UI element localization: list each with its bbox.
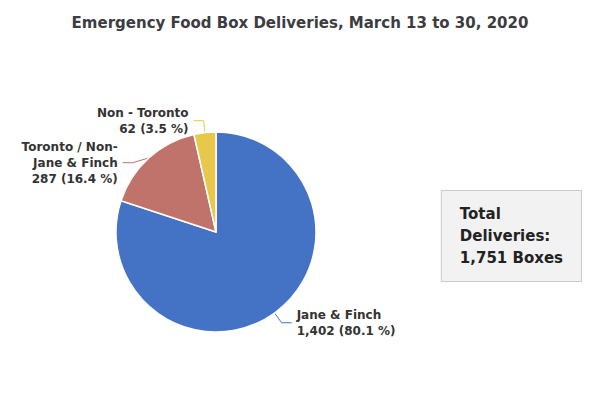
svg-text:287 (16.4 %): 287 (16.4 %) (32, 172, 118, 186)
svg-text:Emergency Food Box Deliveries,: Emergency Food Box Deliveries, March 13 … (72, 14, 529, 32)
svg-text:Non - Toronto: Non - Toronto (97, 106, 189, 120)
svg-text:62 (3.5 %): 62 (3.5 %) (119, 122, 188, 136)
svg-text:Toronto / Non-: Toronto / Non- (22, 140, 118, 154)
svg-text:Total: Total (460, 205, 501, 223)
svg-text:1,751 Boxes: 1,751 Boxes (460, 249, 563, 267)
svg-text:Jane & Finch: Jane & Finch (296, 308, 382, 322)
svg-text:Jane & Finch: Jane & Finch (32, 156, 118, 170)
svg-text:1,402 (80.1 %): 1,402 (80.1 %) (297, 324, 396, 338)
svg-text:Deliveries:: Deliveries: (460, 227, 551, 245)
